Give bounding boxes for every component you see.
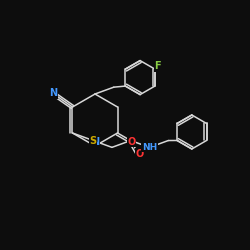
Text: NH: NH [142,143,157,152]
Text: O: O [127,137,136,147]
Text: O: O [135,148,143,158]
Text: F: F [154,61,161,71]
Text: N: N [50,88,58,99]
Text: S: S [90,136,97,145]
Text: N: N [91,137,99,147]
